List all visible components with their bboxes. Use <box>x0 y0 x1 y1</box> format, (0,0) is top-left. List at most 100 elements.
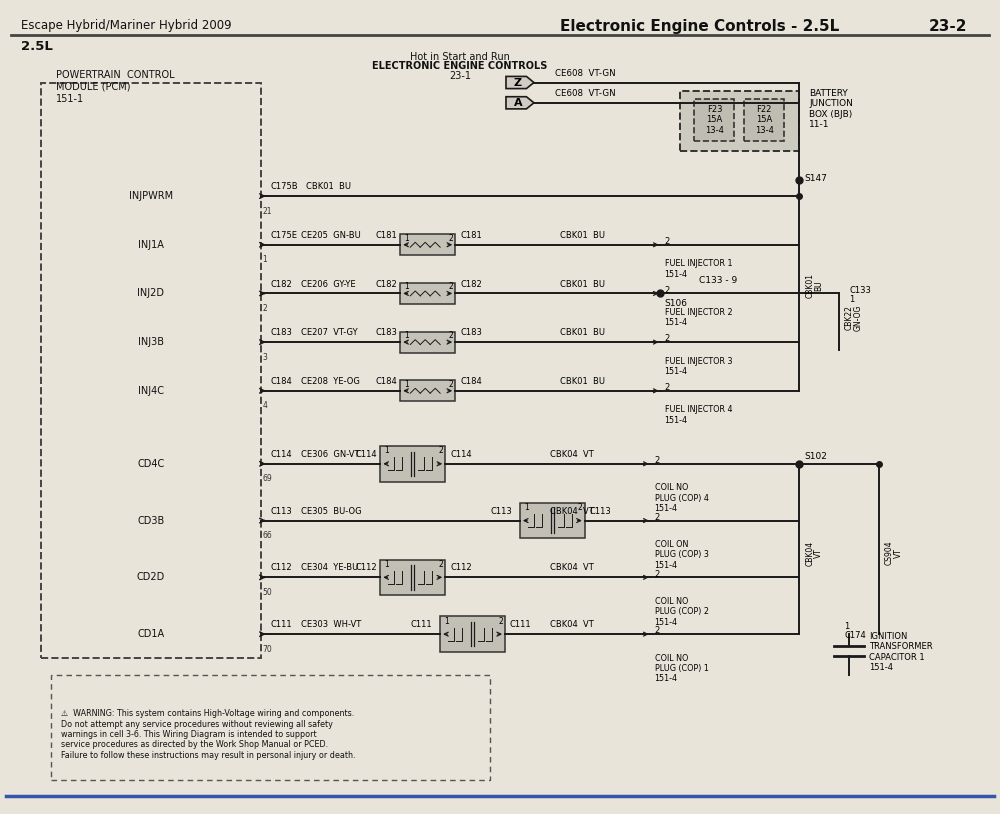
Text: CBK22: CBK22 <box>845 305 854 330</box>
Text: POWERTRAIN  CONTROL
MODULE (PCM)
151-1: POWERTRAIN CONTROL MODULE (PCM) 151-1 <box>56 70 175 103</box>
Text: 3: 3 <box>263 352 268 361</box>
Text: COIL NO
PLUG (COP) 2
151-4: COIL NO PLUG (COP) 2 151-4 <box>655 597 709 627</box>
Text: 1: 1 <box>404 331 409 340</box>
Text: 23-1: 23-1 <box>449 71 471 81</box>
Text: C114: C114 <box>355 450 377 459</box>
Text: BU: BU <box>814 280 823 291</box>
Text: C183: C183 <box>375 328 397 337</box>
Text: 66: 66 <box>263 531 272 540</box>
Text: C112: C112 <box>355 563 377 572</box>
Text: VT: VT <box>814 548 823 558</box>
Text: CBK04  VT: CBK04 VT <box>550 506 594 516</box>
Text: C182: C182 <box>375 279 397 288</box>
Text: BATTERY
JUNCTION
BOX (BJB)
11-1: BATTERY JUNCTION BOX (BJB) 11-1 <box>809 89 853 129</box>
Text: CE304  YE-BU: CE304 YE-BU <box>301 563 358 572</box>
Text: COIL ON
PLUG (COP) 3
151-4: COIL ON PLUG (COP) 3 151-4 <box>655 540 708 570</box>
Text: CBK01  BU: CBK01 BU <box>560 231 605 240</box>
Text: C111: C111 <box>510 620 532 629</box>
Text: CE305  BU-OG: CE305 BU-OG <box>301 506 361 516</box>
Text: FUEL INJECTOR 3
151-4: FUEL INJECTOR 3 151-4 <box>665 357 732 376</box>
Text: CE306  GN-VT: CE306 GN-VT <box>301 450 359 459</box>
Text: 1: 1 <box>849 295 854 304</box>
Text: 2: 2 <box>448 331 453 340</box>
Text: IGNITION
TRANSFORMER
CAPACITOR 1
151-4: IGNITION TRANSFORMER CAPACITOR 1 151-4 <box>869 632 933 672</box>
Text: 1: 1 <box>263 256 267 265</box>
Text: C113: C113 <box>271 506 292 516</box>
Text: F23
15A
13-4: F23 15A 13-4 <box>705 105 724 135</box>
Text: 2: 2 <box>655 456 660 465</box>
Text: C111: C111 <box>271 620 292 629</box>
Text: 2: 2 <box>438 446 443 455</box>
Text: 4: 4 <box>263 401 268 410</box>
Text: 1: 1 <box>384 446 389 455</box>
Text: C112: C112 <box>271 563 292 572</box>
Text: 2: 2 <box>578 503 583 512</box>
Text: C184: C184 <box>271 377 292 386</box>
Text: A: A <box>514 98 522 107</box>
Text: CBK01  BU: CBK01 BU <box>560 328 605 337</box>
Text: 1: 1 <box>844 622 849 631</box>
Text: CE608  VT-GN: CE608 VT-GN <box>555 89 615 98</box>
Text: C111: C111 <box>410 620 432 629</box>
Bar <box>41 82 261 659</box>
Text: INJPWRM: INJPWRM <box>129 191 173 201</box>
Text: CE208  YE-OG: CE208 YE-OG <box>301 377 359 386</box>
Text: 23-2: 23-2 <box>929 20 967 34</box>
Text: 2: 2 <box>448 380 453 389</box>
Text: C112: C112 <box>450 563 472 572</box>
Text: C184: C184 <box>460 377 482 386</box>
Bar <box>400 380 455 401</box>
Text: 2.5L: 2.5L <box>21 41 53 54</box>
Text: C183: C183 <box>271 328 293 337</box>
Text: CE303  WH-VT: CE303 WH-VT <box>301 620 361 629</box>
Text: F22
15A
13-4: F22 15A 13-4 <box>755 105 774 135</box>
Text: CD4C: CD4C <box>137 459 165 469</box>
Bar <box>51 675 490 780</box>
Text: C182: C182 <box>271 279 292 288</box>
Text: 1: 1 <box>524 503 529 512</box>
Text: C133: C133 <box>849 286 871 295</box>
Text: CBK04: CBK04 <box>805 540 814 566</box>
Text: INJ4C: INJ4C <box>138 386 164 396</box>
Text: 2: 2 <box>665 286 670 295</box>
Text: C184: C184 <box>375 377 397 386</box>
Text: C182: C182 <box>460 279 482 288</box>
Text: 2: 2 <box>655 513 660 522</box>
Text: 2: 2 <box>655 627 660 636</box>
Bar <box>520 503 585 538</box>
Text: INJ1A: INJ1A <box>138 240 164 250</box>
Text: S102: S102 <box>804 452 827 461</box>
Text: VT: VT <box>894 548 903 558</box>
Bar <box>440 616 505 652</box>
Text: 2: 2 <box>498 617 503 626</box>
Text: CE608  VT-GN: CE608 VT-GN <box>555 68 615 77</box>
Text: C133 - 9: C133 - 9 <box>699 276 738 286</box>
Text: FUEL INJECTOR 1
151-4: FUEL INJECTOR 1 151-4 <box>665 260 732 278</box>
Text: Z: Z <box>514 77 522 88</box>
Bar <box>744 98 784 141</box>
Text: S147: S147 <box>804 173 827 182</box>
Polygon shape <box>506 97 534 109</box>
Text: 1: 1 <box>404 234 409 243</box>
Text: 1: 1 <box>404 282 409 291</box>
Text: 2: 2 <box>655 570 660 579</box>
Text: C113: C113 <box>590 506 612 516</box>
Text: CBK01  BU: CBK01 BU <box>560 377 605 386</box>
Text: CBK04  VT: CBK04 VT <box>550 620 594 629</box>
Text: CE205  GN-BU: CE205 GN-BU <box>301 231 360 240</box>
Text: CBK01: CBK01 <box>805 273 814 298</box>
Text: CS904: CS904 <box>885 540 894 566</box>
Text: CBK04  VT: CBK04 VT <box>550 563 594 572</box>
Text: CBK01  BU: CBK01 BU <box>560 279 605 288</box>
Text: 70: 70 <box>263 645 272 654</box>
Bar <box>380 559 445 595</box>
Text: 2: 2 <box>665 237 670 246</box>
Text: INJ2D: INJ2D <box>137 288 164 299</box>
Text: FUEL INJECTOR 2
151-4: FUEL INJECTOR 2 151-4 <box>665 308 732 327</box>
Bar <box>400 331 455 352</box>
Bar <box>380 446 445 482</box>
Text: C114: C114 <box>271 450 292 459</box>
Text: FUEL INJECTOR 4
151-4: FUEL INJECTOR 4 151-4 <box>665 405 732 425</box>
Text: Escape Hybrid/Mariner Hybrid 2009: Escape Hybrid/Mariner Hybrid 2009 <box>21 20 232 33</box>
Text: CD3B: CD3B <box>137 515 165 526</box>
